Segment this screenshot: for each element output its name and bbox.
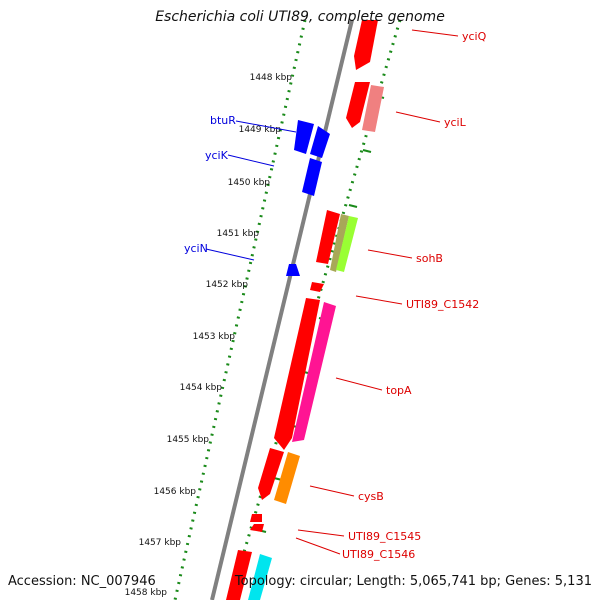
tick-label: 1458 kbp [125, 588, 168, 598]
gene-sohB[interactable] [316, 210, 340, 264]
tick-label: 1457 kbp [139, 538, 182, 548]
map-title: Escherichia coli UTI89, complete genome [155, 9, 445, 25]
gene-cysB[interactable] [258, 448, 284, 500]
label-sohB: sohB [416, 252, 443, 265]
tick-label: 1455 kbp [167, 435, 210, 445]
tick-label: 1453 kbp [193, 332, 236, 342]
genome-backbone [210, 19, 354, 600]
label-UTI89_C1546: UTI89_C1546 [342, 548, 415, 561]
gene-UTI89_C1545[interactable] [250, 514, 262, 522]
tick-label: 1456 kbp [154, 487, 197, 497]
tick-label: 1451 kbp [217, 229, 260, 239]
label-yciL: yciL [444, 116, 467, 129]
gene-yciK[interactable] [302, 158, 322, 196]
label-btuR: btuR [210, 114, 236, 127]
gene-topA-pink[interactable] [292, 302, 336, 442]
gene-bottom-cyan[interactable] [248, 554, 272, 600]
label-leaders [205, 29, 459, 555]
gene-btuR[interactable] [294, 120, 314, 154]
tick-label: 1450 kbp [228, 178, 271, 188]
label-yciQ: yciQ [462, 30, 487, 43]
gene-sohB-green[interactable] [336, 216, 358, 272]
genome-summary-text: Topology: circular; Length: 5,065,741 bp… [234, 574, 592, 589]
label-UTI89_C1545: UTI89_C1545 [348, 530, 421, 543]
gene-yciL[interactable] [346, 82, 370, 128]
gene-UTI89_C1546[interactable] [250, 524, 264, 532]
label-yciN: yciN [184, 242, 208, 255]
gene-yciQ[interactable] [354, 20, 378, 70]
tick-labels: 1448 kbp 1449 kbp 1450 kbp 1451 kbp 1452 kbp… [125, 73, 293, 598]
tick-label: 1454 kbp [180, 383, 223, 393]
gene-cysB-orange[interactable] [274, 452, 300, 504]
gene-yciN[interactable] [286, 264, 300, 276]
label-cysB: cysB [358, 490, 384, 503]
inner-tick-ring [173, 19, 307, 600]
label-UTI89_C1542: UTI89_C1542 [406, 298, 479, 311]
accession-text: Accession: NC_007946 [8, 574, 156, 589]
tick-label: 1452 kbp [206, 280, 249, 290]
tick-label: 1448 kbp [250, 73, 293, 83]
gene-bottom-red[interactable] [226, 550, 252, 600]
label-yciK: yciK [205, 149, 229, 162]
gene-UTI89_C1542[interactable] [310, 282, 324, 292]
gene-topA[interactable] [274, 298, 320, 450]
gene-yciL-2[interactable] [362, 85, 384, 132]
gene-sohB-olive[interactable] [330, 214, 349, 272]
gene-btuR-2[interactable] [310, 126, 330, 158]
label-topA: topA [386, 384, 412, 397]
tick-label: 1449 kbp [239, 125, 282, 135]
